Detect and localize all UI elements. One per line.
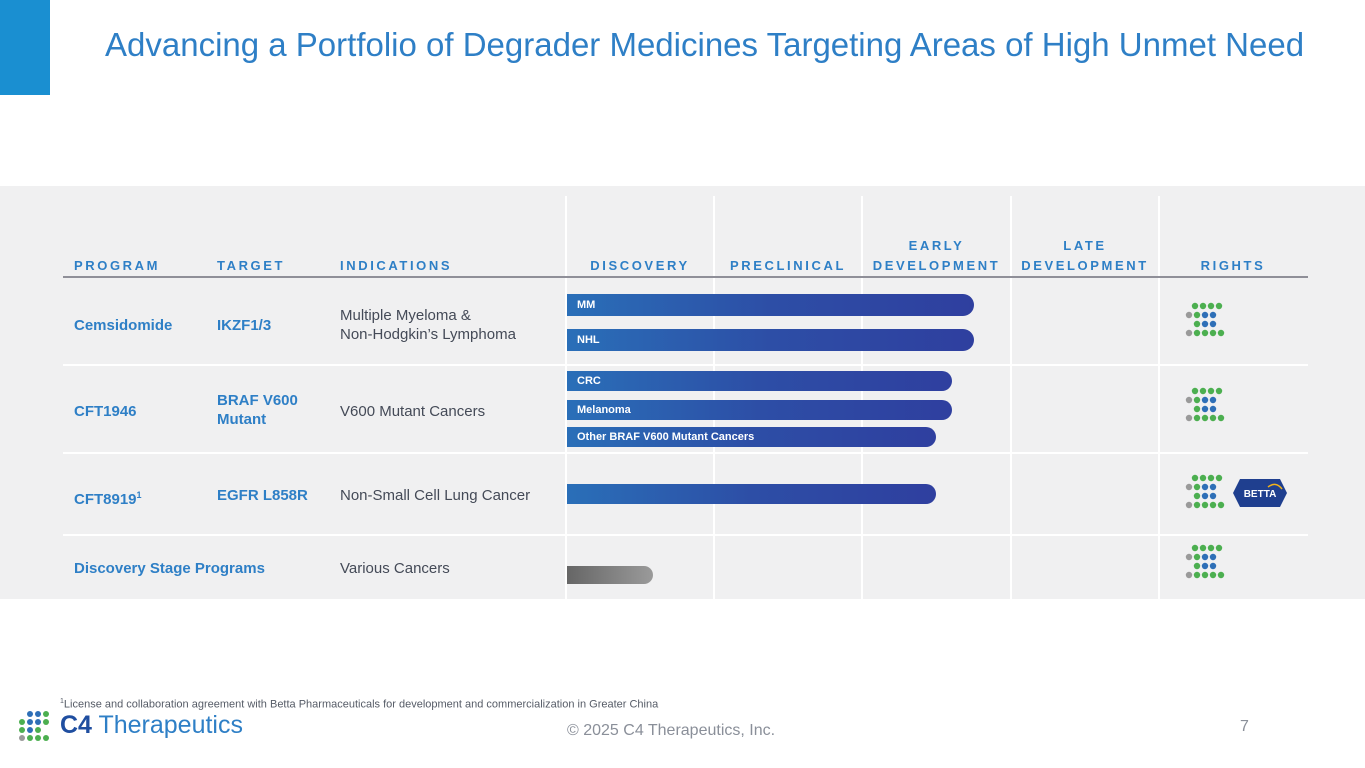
pipeline-bar-mm: MM (567, 294, 974, 316)
indication-nsclc: Non-Small Cell Lung Cancer (340, 487, 531, 504)
column-divider (861, 196, 863, 599)
c4-rights-icon (1185, 302, 1225, 337)
program-cemsidomide: Cemsidomide (74, 317, 173, 334)
footnote: 1License and collaboration agreement wit… (60, 698, 658, 711)
indication-v600: V600 Mutant Cancers (340, 403, 486, 420)
column-divider (713, 196, 715, 599)
program-name: CFT8919 (74, 491, 137, 508)
pipeline-bar-other-braf: Other BRAF V600 Mutant Cancers (567, 427, 936, 447)
row-divider (63, 534, 1308, 536)
pipeline-bar-crc: CRC (567, 371, 952, 391)
betta-logo-text: BETTA (1244, 489, 1277, 500)
target-line: Mutant (217, 411, 267, 428)
brand-rest: Therapeutics (91, 711, 243, 739)
indication-myeloma-lymphoma: Multiple Myeloma & Non-Hodgkin’s Lymphom… (340, 306, 516, 344)
target-ikzf: IKZF1/3 (217, 317, 272, 334)
pipeline-bar-discovery (567, 566, 653, 584)
copyright: © 2025 C4 Therapeutics, Inc. (567, 722, 776, 739)
row-divider (63, 452, 1308, 454)
betta-pharmaceuticals-logo: BETTA (1233, 479, 1287, 507)
header-early-line1: EARLY (908, 238, 965, 253)
brand-bold: C4 (60, 711, 92, 739)
header-target: TARGET (217, 258, 286, 273)
header-divider (63, 276, 1308, 278)
footnote-text: License and collaboration agreement with… (63, 698, 659, 711)
c4-rights-icon (1185, 474, 1225, 509)
pipeline-bar-melanoma: Melanoma (567, 400, 952, 420)
target-braf: BRAF V600 Mutant (217, 391, 298, 429)
header-late-line1: LATE (1063, 238, 1107, 253)
footnote-sup: 1 (60, 698, 64, 705)
column-divider (1158, 196, 1160, 599)
header-early-development: EARLY DEVELOPMENT (863, 236, 1010, 276)
row-divider (63, 364, 1308, 366)
indication-various: Various Cancers (340, 560, 450, 577)
column-divider (1010, 196, 1012, 599)
c4-rights-icon (1185, 544, 1225, 579)
header-discovery: DISCOVERY (590, 258, 690, 273)
header-rights: RIGHTS (1200, 258, 1266, 273)
target-egfr: EGFR L858R (217, 487, 308, 504)
c4-rights-icon (1185, 387, 1225, 422)
page-title: Advancing a Portfolio of Degrader Medici… (105, 26, 1305, 63)
header-program: PROGRAM (74, 258, 161, 273)
program-cft1946: CFT1946 (74, 403, 137, 420)
header-indications: INDICATIONS (340, 258, 453, 273)
header-preclinical: PRECLINICAL (730, 258, 846, 273)
column-divider (565, 196, 567, 599)
footnote-marker: 1 (136, 490, 142, 500)
header-late-development: LATE DEVELOPMENT (1012, 236, 1158, 276)
brand-wordmark: C4 Therapeutics (60, 708, 243, 742)
program-discovery-stage: Discovery Stage Programs (74, 560, 265, 577)
accent-bar (0, 0, 50, 95)
header-late-line2: DEVELOPMENT (1021, 258, 1149, 273)
target-line: BRAF V600 (217, 392, 298, 409)
indication-line: Multiple Myeloma & (340, 307, 471, 324)
program-cft8919: CFT89191 (74, 486, 142, 509)
header-early-line2: DEVELOPMENT (872, 258, 1001, 273)
c4-logo-icon (19, 711, 49, 741)
page-number: 7 (1240, 718, 1249, 735)
pipeline-bar-nhl: NHL (567, 329, 974, 351)
pipeline-bar-cft8919 (567, 484, 936, 504)
indication-line: Non-Hodgkin’s Lymphoma (340, 326, 516, 343)
pipeline-panel (0, 186, 1365, 599)
